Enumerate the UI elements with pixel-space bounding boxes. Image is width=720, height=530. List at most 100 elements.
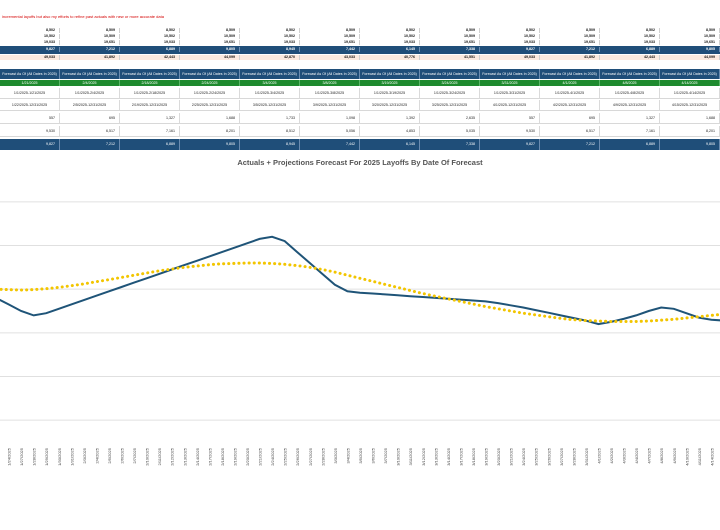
x-tick-label: 1/27/2025: [19, 447, 24, 466]
x-tick-label: 4/3/2025: [622, 447, 627, 463]
forecast-header-cell: Forecast As Of (All Dates In 2025): [600, 69, 660, 79]
top-cell: 19,651: [660, 40, 720, 45]
top-cell: 8,502: [480, 28, 540, 33]
top-cell: 8,502: [0, 28, 60, 33]
top-total-cell: 7,212: [60, 47, 120, 52]
forecast-date-cell: 3/31/2025: [480, 80, 540, 86]
x-tick-label: 4/10/2025: [684, 447, 689, 466]
x-tick-label: 3/6/2025: [371, 447, 376, 463]
top-grand-cell: 44,099: [180, 55, 240, 60]
x-tick-label: 3/12/2025: [421, 447, 426, 466]
x-tick-label: 2/27/2025: [308, 447, 313, 466]
projection-cell: 8,201: [660, 126, 720, 136]
chart-title: Actuals + Projections Forecast For 2025 …: [237, 158, 483, 167]
forecast-date-cell: 4/14/2025: [660, 80, 720, 86]
forecast-header-cell: Forecast As Of (All Dates In 2025): [60, 69, 120, 79]
top-grand-cell: 41,892: [540, 55, 600, 60]
total-cell: 7,338: [420, 139, 480, 150]
actuals-cell: 2,635: [420, 113, 480, 123]
top-total-row: 9,827 7,212 6,889 9,805 8,945 7,442 6,145 7,338…: [0, 46, 720, 54]
range-cell: 1/1/2025-4/14/2025: [660, 88, 720, 98]
forecast-date-cell: 3/4/2025: [240, 80, 300, 86]
x-tick-label: 3/10/2025: [396, 447, 401, 466]
actuals-cell: 695: [60, 113, 120, 123]
x-tick-label: 3/13/2025: [433, 447, 438, 466]
range-cell: 4/15/2025-12/31/2025: [660, 100, 720, 110]
forecast-header-cell: Forecast As Of (All Dates In 2025): [120, 69, 180, 79]
x-tick-label: 4/2/2025: [609, 447, 614, 463]
top-cell: 8,509: [540, 28, 600, 33]
top-grand-cell: 42,870: [240, 55, 300, 60]
projection-cell: 9,530: [0, 126, 60, 136]
total-cell: 9,805: [660, 139, 720, 150]
total-cell: 6,889: [120, 139, 180, 150]
x-tick-label: 3/28/2025: [571, 447, 576, 466]
x-tick-label: 2/3/2025: [82, 447, 87, 463]
forecast-date-cell: 4/1/2025: [540, 80, 600, 86]
top-cell: 19,033: [600, 40, 660, 45]
forecast-date-cell: 3/24/2025: [420, 80, 480, 86]
actuals-cell: 1,392: [360, 113, 420, 123]
top-cell: 10,509: [660, 34, 720, 39]
top-cell: 8,509: [180, 28, 240, 33]
forecast-header-cell: Forecast As Of (All Dates In 2025): [420, 69, 480, 79]
range-cell: 1/1/2025-3/8/2025: [300, 88, 360, 98]
top-cell: 8,509: [60, 28, 120, 33]
projection-cell: 9,530: [480, 126, 540, 136]
top-total-cell: 6,889: [120, 47, 180, 52]
top-cell: 19,651: [540, 40, 600, 45]
total-cell: 8,945: [240, 139, 300, 150]
x-tick-label: 3/7/2025: [383, 447, 388, 463]
x-tick-label: 3/26/2025: [546, 447, 551, 466]
top-cell: 10,502: [480, 34, 540, 39]
range-cell: 1/1/2025-3/24/2025: [420, 88, 480, 98]
x-tick-label: 3/17/2025: [458, 447, 463, 466]
x-tick-label: 3/11/2025: [408, 447, 413, 465]
x-tick-label: 3/20/2025: [496, 447, 501, 466]
top-cell: 8,502: [120, 28, 180, 33]
projection-cell: 7,161: [120, 126, 180, 136]
forecast-header-cell: Forecast As Of (All Dates In 2025): [300, 69, 360, 79]
x-tick-label: 4/11/2025: [697, 447, 702, 465]
total-cell: 7,442: [300, 139, 360, 150]
top-total-cell: 6,889: [600, 47, 660, 52]
top-grand-cell: 49,033: [480, 55, 540, 60]
x-tick-label: 1/31/2025: [69, 447, 74, 466]
actuals-cell: 1,327: [120, 113, 180, 123]
top-cell: 10,509: [420, 34, 480, 39]
top-cell: 19,033: [0, 40, 60, 45]
top-cell: 10,509: [300, 34, 360, 39]
top-cell: 19,033: [120, 40, 180, 45]
x-tick-label: 1/24/2025: [7, 447, 12, 466]
total-cell: 9,805: [180, 139, 240, 150]
top-total-cell: 9,827: [480, 47, 540, 52]
x-tick-label: 3/18/2025: [471, 447, 476, 466]
x-tick-label: 2/10/2025: [145, 447, 150, 466]
total-cell: 6,889: [600, 139, 660, 150]
top-cell: 10,502: [360, 34, 420, 39]
x-tick-label: 2/25/2025: [283, 447, 288, 466]
forecast-header-row: Forecast As Of (All Dates In 2025) Foreca…: [0, 69, 720, 79]
top-cell: 19,651: [300, 40, 360, 45]
x-tick-label: 4/1/2025: [596, 447, 601, 463]
x-tick-label: 2/5/2025: [107, 447, 112, 463]
actuals-cell: 1,688: [180, 113, 240, 123]
range-cell: 4/9/2025-12/31/2025: [600, 100, 660, 110]
forecast-date-cell: 2/4/2025: [60, 80, 120, 86]
range-cell: 3/5/2025-12/31/2025: [240, 100, 300, 110]
top-cell: 19,651: [420, 40, 480, 45]
forecast-line: [0, 235, 720, 326]
top-grand-cell: 49,033: [0, 55, 60, 60]
top-total-cell: 7,212: [540, 47, 600, 52]
forecast-date-cell: 3/8/2025: [300, 80, 360, 86]
x-tick-label: 2/4/2025: [94, 447, 99, 463]
projection-row: 9,530 6,517 7,161 8,201 8,512 5,056 4,853 5,035…: [0, 126, 720, 137]
forecast-date-cell: 2/24/2025: [180, 80, 240, 86]
projection-cell: 5,056: [300, 126, 360, 136]
top-grand-cell: 44,099: [660, 55, 720, 60]
range-cell: 1/1/2025-2/18/2025: [120, 88, 180, 98]
actuals-cell: 1,733: [240, 113, 300, 123]
top-total-cell: 7,338: [420, 47, 480, 52]
top-cell: 19,033: [360, 40, 420, 45]
top-cell: 10,502: [0, 34, 60, 39]
